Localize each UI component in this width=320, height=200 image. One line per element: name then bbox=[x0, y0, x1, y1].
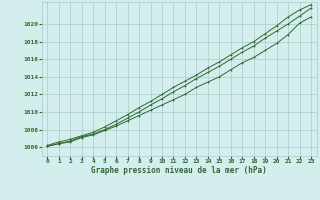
X-axis label: Graphe pression niveau de la mer (hPa): Graphe pression niveau de la mer (hPa) bbox=[91, 166, 267, 175]
